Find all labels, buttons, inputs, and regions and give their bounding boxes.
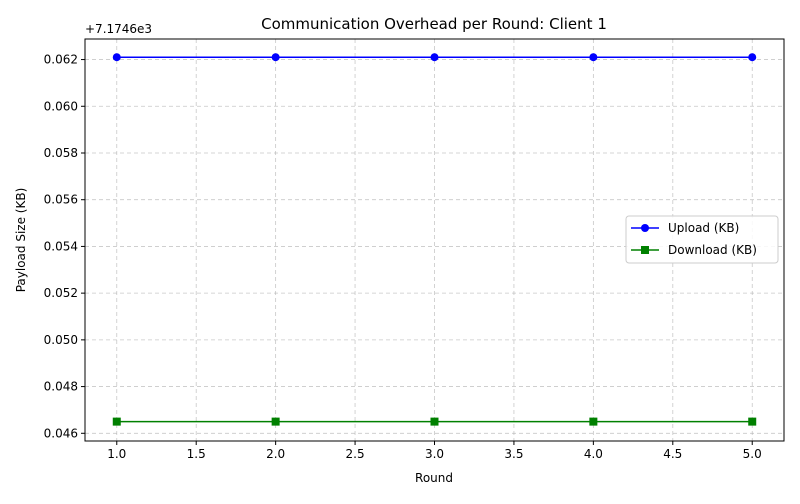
data-point-download [748,417,757,426]
y-tick-label: 0.062 [44,53,78,67]
x-tick-label: 3.5 [504,447,523,461]
data-point-upload [589,53,598,62]
y-tick-label: 0.058 [44,146,78,160]
x-tick-label: 4.0 [584,447,603,461]
y-offset-label: +7.1746e3 [85,22,152,36]
x-tick-label: 1.5 [187,447,206,461]
chart-title: Communication Overhead per Round: Client… [261,15,607,33]
y-tick-label: 0.054 [44,239,78,253]
y-tick-label: 0.050 [44,333,78,347]
series-layer [112,53,757,426]
x-tick-label: 4.5 [663,447,682,461]
y-tick-label: 0.052 [44,286,78,300]
legend-box [625,215,779,264]
data-point-download [112,417,121,426]
x-tick-label: 3.0 [425,447,444,461]
x-axis-ticks: 1.0 1.5 2.0 2.5 3.0 3.5 4.0 4.5 5.0 [107,441,762,461]
legend-label-download: Download (KB) [668,243,757,257]
x-tick-label: 2.0 [266,447,285,461]
y-axis-label: Payload Size (KB) [14,188,28,293]
grid-lines [85,39,784,441]
y-tick-label: 0.060 [44,99,78,113]
x-tick-label: 2.5 [346,447,365,461]
y-axis-ticks: 0.046 0.048 0.050 0.052 0.054 0.056 0.058 0.060… [44,53,85,440]
data-point-download [589,417,598,426]
legend-label-upload: Upload (KB) [668,221,739,235]
y-tick-label: 0.048 [44,380,78,394]
x-tick-label: 1.0 [107,447,126,461]
y-tick-label: 0.046 [44,426,78,440]
data-point-download [271,417,280,426]
legend-marker-upload [641,224,649,232]
data-point-upload [112,53,121,62]
legend-marker-download [641,246,649,254]
data-point-download [430,417,439,426]
data-point-upload [271,53,280,62]
x-tick-label: 5.0 [743,447,762,461]
legend: Upload (KB) Download (KB) [625,215,779,264]
x-axis-label: Round [415,471,453,485]
y-tick-label: 0.056 [44,193,78,207]
data-point-upload [430,53,439,62]
data-point-upload [748,53,757,62]
